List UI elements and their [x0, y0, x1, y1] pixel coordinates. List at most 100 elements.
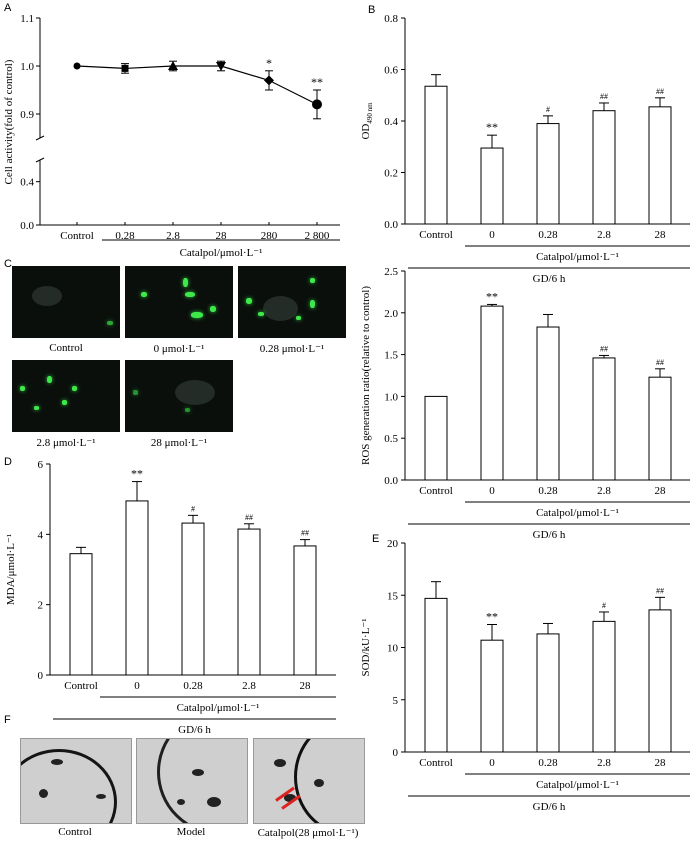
em-image-model: [136, 738, 248, 824]
b-group-label: Catalpol/μmol·L⁻¹: [536, 251, 619, 263]
micrograph-0: [125, 266, 233, 338]
micrograph-2-8: [12, 360, 120, 432]
ros-group-label: Catalpol/μmol·L⁻¹: [536, 507, 619, 519]
e-y-tick-label: 20: [387, 538, 399, 550]
a-y-tick-label: 1.0: [20, 61, 34, 73]
b-x-tick-label: 0.28: [538, 229, 558, 241]
a-x-tick-label: Control: [60, 230, 94, 242]
ros-y-tick-label: 2.0: [384, 308, 398, 320]
e-x-tick-label: Control: [419, 757, 453, 769]
ros-bar: [592, 357, 616, 481]
a-y-tick-label: 0.0: [20, 220, 34, 232]
ros-y-axis-label: ROS generation ratio(relative to control…: [360, 286, 372, 465]
b-significance-mark: #: [546, 105, 550, 114]
d-bar: [69, 553, 93, 676]
b-bar: [592, 110, 616, 225]
a-x-axis-label: Catalpol/μmol·L⁻¹: [180, 247, 263, 259]
panel-letter-d: D: [4, 456, 12, 468]
em-caption-catalpol: Catalpol(28 μmol·L⁻¹): [257, 827, 359, 839]
a-series-line: [76, 65, 318, 105]
d-significance-mark: #: [191, 504, 195, 513]
ros-y-tick-label: 0.5: [384, 433, 398, 445]
a-marker: [312, 99, 322, 110]
e-y-tick-label: 10: [387, 643, 399, 655]
a-x-tick-label: 2 800: [305, 230, 330, 242]
em-caption-model: Model: [176, 826, 206, 838]
e-outer-label: GD/6 h: [533, 801, 566, 813]
e-significance-mark: #: [602, 601, 606, 610]
d-y-tick-label: 0: [38, 670, 44, 682]
em-image-control: [20, 738, 132, 824]
a-marker: [168, 61, 178, 70]
b-y-tick-label: 0.4: [384, 116, 398, 128]
d-bar: [293, 545, 317, 676]
a-marker: [264, 75, 274, 86]
b-x-tick-label: 0: [489, 229, 495, 241]
micrograph-caption-28: 28 μmol·L⁻¹: [150, 437, 208, 449]
e-x-tick-label: 2.8: [597, 757, 611, 769]
b-outer-label: GD/6 h: [533, 273, 566, 285]
e-group-label: Catalpol/μmol·L⁻¹: [536, 779, 619, 791]
d-x-tick-label: Control: [64, 680, 98, 692]
a-axis-break-mark: [35, 135, 45, 141]
b-bar: [480, 147, 504, 225]
d-significance-mark: ##: [245, 513, 253, 522]
a-x-tick-label: 28: [216, 230, 228, 242]
a-marker: [216, 62, 226, 71]
ros-y-tick-label: 2.5: [384, 266, 398, 278]
d-x-tick-label: 28: [300, 680, 312, 692]
a-x-tick-label: 2.8: [166, 230, 180, 242]
panel-letter-a: A: [4, 2, 12, 14]
b-y-axis-label-subscript: 490 nm: [366, 102, 374, 124]
b-y-tick-label: 0.2: [384, 168, 398, 180]
micrograph-caption-control: Control: [49, 342, 83, 354]
d-significance-mark: **: [131, 467, 143, 481]
micrograph-caption-2-8: 2.8 μmol·L⁻¹: [36, 437, 96, 449]
ros-bar: [648, 376, 672, 481]
e-bar: [592, 620, 616, 753]
ros-x-tick-label: 28: [655, 485, 667, 497]
micrograph-caption-0-28: 0.28 μmol·L⁻¹: [259, 343, 325, 355]
panel-letter-f: F: [4, 714, 11, 726]
ros-bar: [424, 395, 448, 481]
d-outer-label: GD/6 h: [178, 724, 211, 736]
micrograph-28: [125, 360, 233, 432]
a-y-tick-label: 0.4: [20, 177, 34, 189]
a-marker: [121, 64, 129, 72]
micrograph-caption-0: 0 μmol·L⁻¹: [153, 343, 205, 355]
e-x-tick-label: 28: [655, 757, 667, 769]
e-y-tick-label: 5: [393, 695, 399, 707]
micrograph-control: [12, 266, 120, 338]
e-bar: [648, 609, 672, 753]
a-significance-mark: *: [266, 56, 272, 70]
e-significance-mark: ##: [656, 586, 664, 595]
e-bar: [424, 597, 448, 753]
ros-bar: [536, 326, 560, 481]
ros-significance-mark: ##: [656, 358, 664, 367]
a-x-tick-label: 280: [261, 230, 278, 242]
d-bar: [181, 522, 205, 676]
d-x-tick-label: 0.28: [183, 680, 203, 692]
d-y-axis-label: MDA/μmol·L⁻¹: [5, 534, 17, 605]
ros-x-tick-label: 2.8: [597, 485, 611, 497]
ros-significance-mark: **: [486, 289, 498, 303]
d-y-tick-label: 4: [38, 529, 44, 541]
d-bar: [237, 528, 261, 676]
em-caption-control: Control: [58, 826, 92, 838]
e-x-tick-label: 0.28: [538, 757, 558, 769]
e-y-axis-label: SOD/kU·L⁻¹: [360, 619, 372, 677]
ros-bar: [480, 305, 504, 481]
em-image-catalpol: [253, 738, 365, 824]
ros-outer-label: GD/6 h: [533, 529, 566, 541]
a-y-tick-label: 0.9: [20, 109, 34, 121]
ros-y-tick-label: 1.5: [384, 350, 398, 362]
d-y-tick-label: 2: [38, 600, 44, 612]
b-x-tick-label: 2.8: [597, 229, 611, 241]
d-y-tick-label: 6: [38, 459, 44, 471]
e-y-tick-label: 15: [387, 590, 399, 602]
ros-x-tick-label: 0: [489, 485, 495, 497]
a-significance-mark: **: [311, 75, 323, 89]
a-x-tick-label: 0.28: [115, 230, 135, 242]
b-y-axis-label: OD490 nm: [360, 102, 374, 140]
